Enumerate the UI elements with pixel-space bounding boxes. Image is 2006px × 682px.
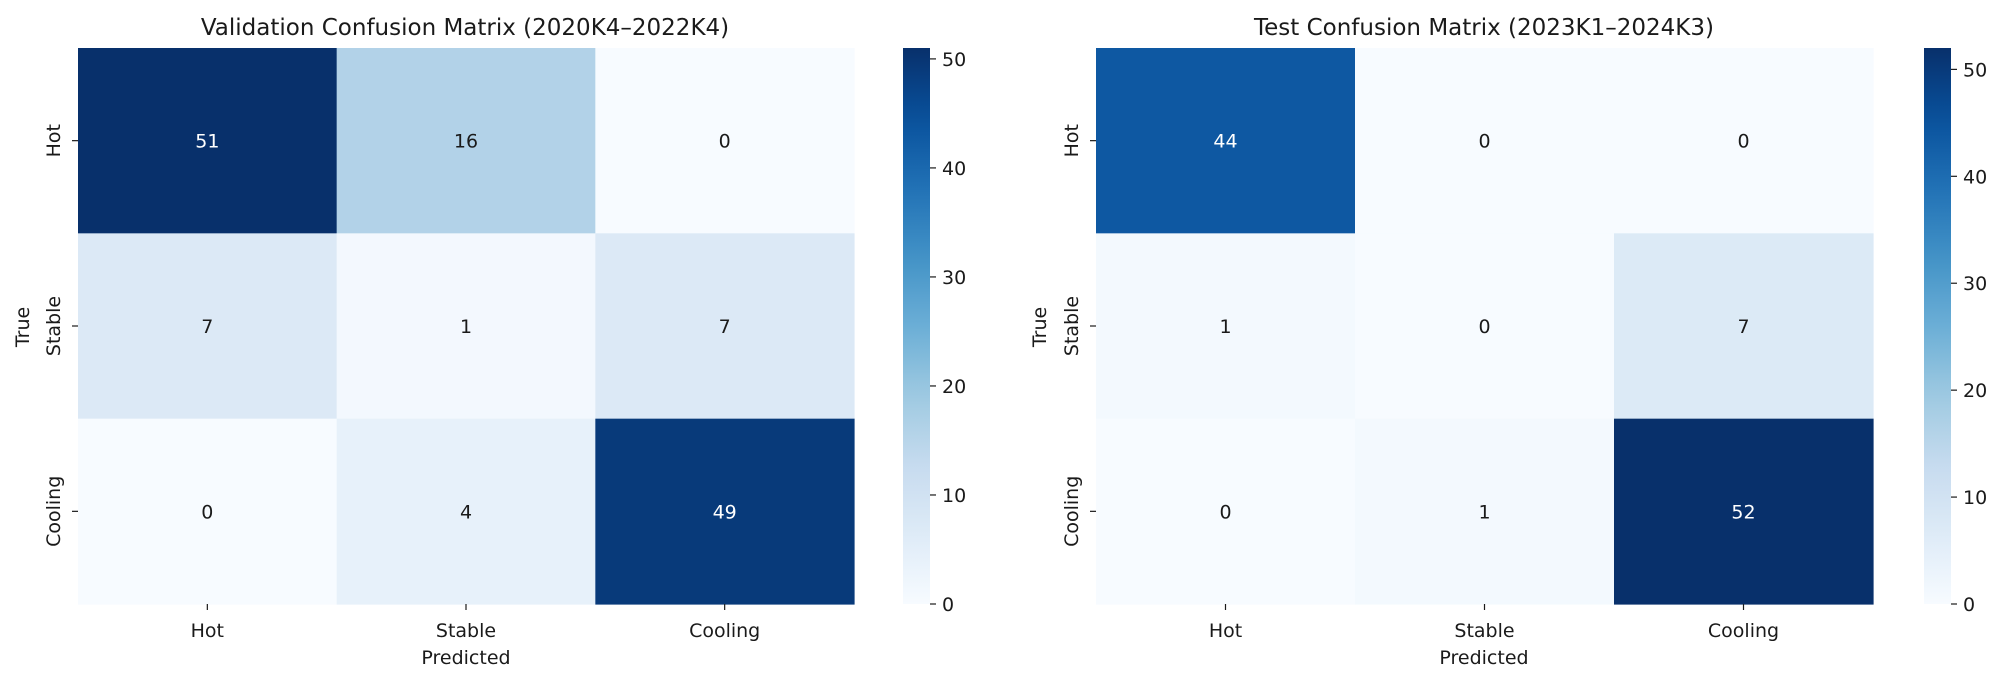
- colorbar-tick-label: 10: [1963, 487, 1987, 509]
- y-tick-label: Hot: [43, 124, 65, 157]
- cell-value-label: 4: [460, 501, 472, 523]
- cell-value-label: 52: [1731, 501, 1755, 523]
- colorbar-gradient: [1924, 48, 1951, 604]
- colorbar-tick-label: 0: [942, 594, 954, 616]
- cell-value-label: 0: [201, 501, 213, 523]
- x-tick-label: Hot: [191, 620, 224, 642]
- colorbar-tick-label: 40: [942, 158, 966, 180]
- x-tick-label: Stable: [436, 620, 496, 642]
- y-axis-label: True: [1029, 307, 1051, 348]
- chart-title: Test Confusion Matrix (2023K1–2024K3): [1253, 15, 1714, 41]
- y-tick-label: Cooling: [1061, 476, 1083, 547]
- colorbar: 0 10 20 30 40 50: [903, 48, 966, 616]
- x-tick-label: Cooling: [1708, 620, 1779, 642]
- colorbar-tick-label: 0: [1963, 594, 1975, 616]
- heatmap-cell: [1096, 418, 1356, 605]
- colorbar-tick-label: 20: [942, 376, 966, 398]
- y-tick-label: Stable: [1061, 296, 1083, 356]
- cell-value-label: 1: [460, 316, 472, 338]
- cell-value-label: 49: [713, 501, 737, 523]
- colorbar-tick-label: 50: [1963, 59, 1987, 81]
- y-axis-label: True: [12, 307, 34, 348]
- cell-value-label: 0: [1219, 501, 1231, 523]
- heatmap-cell: [1614, 418, 1874, 605]
- heatmap-cell: [1614, 48, 1874, 234]
- colorbar-tick-label: 50: [942, 49, 966, 71]
- cell-value-label: 0: [1478, 316, 1490, 338]
- cell-value-label: 44: [1213, 131, 1237, 153]
- colorbar-tick-label: 30: [1963, 273, 1987, 295]
- x-axis-label: Predicted: [421, 647, 510, 669]
- y-tick-label: Hot: [1061, 124, 1083, 157]
- x-tick-label: Hot: [1209, 620, 1242, 642]
- heatmap-cell: [595, 233, 855, 420]
- cell-value-label: 1: [1219, 316, 1231, 338]
- heatmap-cell: [78, 48, 338, 234]
- validation-confusion-matrix: Validation Confusion Matrix (2020K4–2022…: [12, 15, 966, 669]
- heatmap-cell: [1096, 48, 1356, 234]
- test-confusion-matrix: Test Confusion Matrix (2023K1–2024K3) 44…: [1029, 15, 1987, 669]
- heatmap-cell: [595, 418, 855, 605]
- heatmap-cell: [78, 233, 338, 420]
- cell-value-label: 7: [201, 316, 213, 338]
- heatmap-cell: [1355, 233, 1615, 420]
- colorbar-tick-label: 20: [1963, 380, 1987, 402]
- heatmap-cell: [595, 48, 855, 234]
- heatmap-cell: [1096, 233, 1356, 420]
- cell-value-label: 0: [1478, 131, 1490, 153]
- heatmap-cell: [1355, 418, 1615, 605]
- x-tick-label: Stable: [1454, 620, 1514, 642]
- y-tick-label: Cooling: [43, 476, 65, 547]
- colorbar-tick-label: 40: [1963, 166, 1987, 188]
- heatmap-cell: [78, 418, 338, 605]
- x-axis-label: Predicted: [1439, 647, 1528, 669]
- heatmap-cell: [336, 233, 596, 420]
- cell-value-label: 0: [719, 131, 731, 153]
- cell-value-label: 16: [454, 131, 478, 153]
- cell-value-label: 7: [719, 316, 731, 338]
- heatmap-cell: [1355, 48, 1615, 234]
- colorbar-tick-label: 10: [942, 485, 966, 507]
- chart-title: Validation Confusion Matrix (2020K4–2022…: [201, 15, 729, 41]
- colorbar-gradient: [903, 48, 930, 604]
- colorbar-tick-label: 30: [942, 267, 966, 289]
- heatmap-cell: [336, 418, 596, 605]
- colorbar: 0 10 20 30 40 50: [1924, 48, 1987, 616]
- cell-value-label: 51: [195, 131, 219, 153]
- x-tick-label: Cooling: [689, 620, 760, 642]
- heatmap-cell: [1614, 233, 1874, 420]
- heatmap-cell: [336, 48, 596, 234]
- cell-value-label: 0: [1737, 131, 1749, 153]
- cell-value-label: 7: [1737, 316, 1749, 338]
- y-tick-label: Stable: [43, 296, 65, 356]
- cell-value-label: 1: [1478, 501, 1490, 523]
